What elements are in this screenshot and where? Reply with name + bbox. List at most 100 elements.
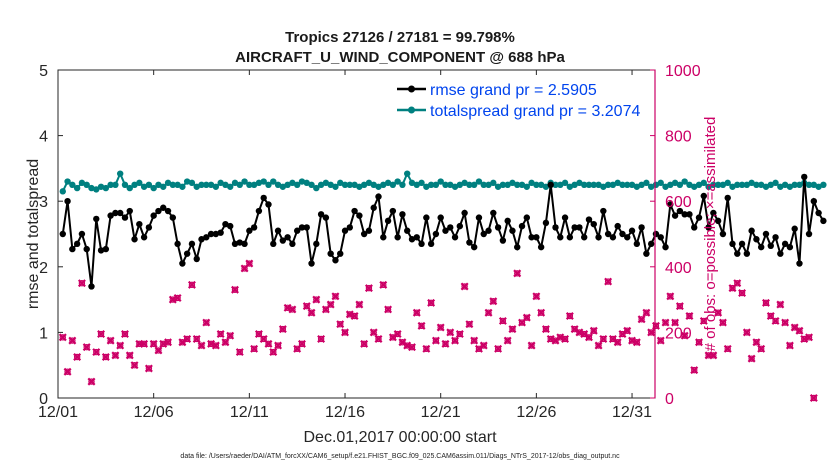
totalspread-point xyxy=(767,181,774,188)
totalspread-point xyxy=(461,179,468,187)
totalspread-point xyxy=(160,183,167,190)
obs-possible-point xyxy=(308,309,315,316)
rmse-point xyxy=(298,224,306,231)
totalspread-point xyxy=(600,183,607,190)
legend-spread-label: totalspread grand pr = 3.2074 xyxy=(430,103,640,120)
x-tick-label: 12/01 xyxy=(38,404,78,421)
totalspread-point xyxy=(571,181,578,188)
totalspread-point xyxy=(581,181,588,188)
obs-possible-point xyxy=(652,322,660,330)
rmse-point xyxy=(164,207,172,215)
totalspread-point xyxy=(155,181,162,188)
rmse-point xyxy=(743,250,751,257)
obs-possible-point xyxy=(241,265,248,272)
rmse-point xyxy=(73,240,81,248)
rmse-point xyxy=(375,193,382,200)
rmse-point xyxy=(59,230,66,238)
obs-possible-point xyxy=(499,317,507,325)
rmse-point xyxy=(93,215,100,223)
obs-possible-point xyxy=(293,345,301,352)
rmse-point xyxy=(432,230,440,238)
totalspread-point xyxy=(786,183,794,190)
rmse-point xyxy=(762,230,770,238)
obs-possible-point xyxy=(131,362,138,369)
totalspread-point xyxy=(561,179,569,187)
totalspread-point xyxy=(270,178,277,185)
totalspread-point xyxy=(576,179,583,187)
rmse-point xyxy=(590,220,597,228)
totalspread-point xyxy=(714,181,722,188)
rmse-point xyxy=(729,240,736,248)
totalspread-point xyxy=(174,181,181,188)
totalspread-point xyxy=(777,183,784,190)
totalspread-point xyxy=(451,183,459,190)
obs-possible-point xyxy=(786,342,794,349)
obs-possible-point xyxy=(198,342,205,349)
rmse-point xyxy=(724,194,731,202)
totalspread-point xyxy=(207,181,215,188)
obs-possible-point xyxy=(781,319,789,326)
obs-possible-point xyxy=(518,319,526,326)
obs-possible-point xyxy=(332,293,339,300)
rmse-point xyxy=(136,220,143,228)
totalspread-point xyxy=(303,179,310,187)
obs-possible-point xyxy=(183,335,191,343)
obs-possible-point xyxy=(246,260,253,267)
rmse-point xyxy=(303,224,310,231)
obs-possible-point xyxy=(150,340,157,348)
rmse-point xyxy=(365,227,373,234)
rmse-point xyxy=(270,240,277,248)
obs-possible-point xyxy=(126,352,133,359)
obs-possible-point xyxy=(222,339,229,346)
obs-possible-point xyxy=(140,340,148,348)
rmse-point xyxy=(169,214,177,221)
obs-possible-point xyxy=(461,283,468,290)
axes-layer: 12/01 12/06 12/11 12/16 12/21 12/26 12/31 0 1 2 3 4… xyxy=(38,63,701,421)
obs-possible-point xyxy=(164,339,172,346)
obs-possible-point xyxy=(432,337,440,344)
rmse-point xyxy=(317,211,325,218)
obs-possible-point xyxy=(413,309,420,316)
rmse-point xyxy=(188,240,196,248)
rmse-point xyxy=(781,240,789,248)
rmse-point xyxy=(815,209,822,217)
obs-possible-point xyxy=(351,312,358,320)
totalspread-point xyxy=(748,179,755,187)
rmse-point xyxy=(480,230,487,238)
legend-spread-marker xyxy=(408,106,415,114)
totalspread-point xyxy=(375,183,382,190)
rmse-point xyxy=(514,243,521,251)
rmse-point xyxy=(647,240,655,248)
obs-possible-point xyxy=(791,324,798,331)
obs-possible-point xyxy=(317,335,325,343)
rmse-point xyxy=(461,209,468,217)
rmse-point xyxy=(801,173,808,181)
totalspread-point xyxy=(705,183,712,190)
rmse-point xyxy=(566,234,574,241)
obs-possible-point xyxy=(303,302,310,310)
obs-possible-point xyxy=(466,321,473,328)
rmse-point xyxy=(714,217,722,225)
obs-possible-point xyxy=(155,347,162,354)
rmse-point xyxy=(633,240,641,248)
totalspread-point xyxy=(188,179,196,187)
obs-possible-point xyxy=(523,314,530,321)
rmse-point xyxy=(140,234,148,241)
obs-possible-point xyxy=(585,334,593,341)
totalspread-point xyxy=(322,179,330,187)
obs-possible-point xyxy=(691,366,698,374)
rmse-point xyxy=(624,234,631,241)
rmse-point xyxy=(83,245,90,253)
rmse-point xyxy=(772,234,779,241)
obs-possible-point xyxy=(805,334,813,341)
rmse-point xyxy=(346,224,354,231)
rmse-point xyxy=(418,240,425,248)
obs-possible-point xyxy=(212,342,220,349)
rmse-point xyxy=(757,243,765,251)
totalspread-point xyxy=(274,181,282,188)
rmse-point xyxy=(332,257,339,264)
obs-possible-point xyxy=(719,319,727,326)
totalspread-point xyxy=(217,179,224,187)
totalspread-point xyxy=(719,181,727,188)
legend-rmse-label: rmse grand pr = 2.5905 xyxy=(430,82,597,99)
